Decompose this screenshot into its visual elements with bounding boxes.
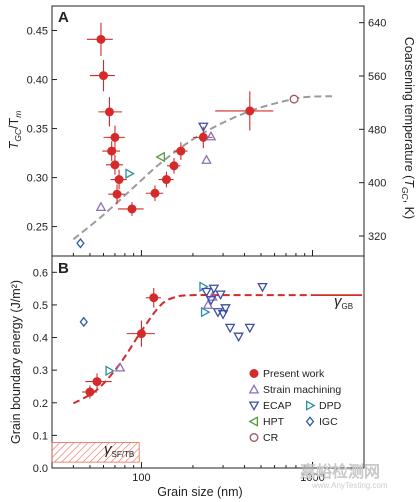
watermark-main: 嘉峪检测网	[299, 462, 380, 481]
panel-b-strain-machining-point-0	[114, 362, 126, 372]
panel-a-present-work-point-12	[176, 146, 186, 156]
panel-b-xlabel: Grain size (nm)	[157, 485, 242, 499]
panel-a-present-work-point-6	[114, 175, 124, 185]
panel-a-letter: A	[58, 9, 69, 26]
panel-b-dpd-point-0	[105, 365, 115, 377]
panel-b-ytick-label-4: 0.4	[33, 333, 48, 345]
legend-label-strain-machining: Strain machining	[263, 384, 341, 396]
panel-a-ytick-label-1: 0.30	[27, 173, 48, 185]
panel-b-trend-layer	[72, 294, 313, 405]
panel-a-y2tick-label-3: 560	[368, 71, 386, 83]
panel-a-present-work-point-14	[245, 106, 255, 116]
watermark-sub: www.AnyTesting.com	[311, 481, 388, 490]
panel-b-trend-line	[72, 294, 313, 405]
panel-a-ticks: 0.25 0.30 0.35 0.40 0.45 320 400 480 560 640	[27, 18, 386, 256]
legend-marker-present-work	[249, 369, 259, 378]
panel-a-strain-machining-point-0	[95, 201, 107, 211]
panel-a-present-work-point-4	[107, 146, 117, 156]
panel-b-ytick-label-6: 0.6	[33, 267, 48, 279]
panel-a-dpd-point-0	[125, 168, 135, 179]
legend-label-present-work: Present work	[263, 368, 325, 380]
legend-label-ecap: ECAP	[263, 400, 292, 412]
panel-b-present-work-point-2	[136, 329, 146, 339]
panel-b-ecap-point-0	[201, 287, 212, 298]
legend-marker-ecap	[248, 401, 260, 412]
panel-a-present-work-point-5	[110, 160, 120, 170]
panel-a-igc-point-0	[76, 238, 85, 249]
panel-b-strain-machining-point-1	[202, 299, 214, 309]
panel-b-ytick-label-2: 0.2	[33, 398, 48, 410]
legend-marker-igc	[305, 416, 315, 427]
legend-label-igc: IGC	[319, 416, 338, 428]
panel-b-present-work-point-3	[149, 293, 159, 303]
panel-a-present-work-point-11	[169, 161, 179, 171]
panel-a-present-work-point-0	[96, 34, 106, 44]
panel-b-ticks: 0.0 0.1 0.2 0.3 0.4 0.5 0.6 100 1000	[33, 267, 365, 484]
panel-a-y2label: Coarsening temperature (TGC, K)	[400, 37, 416, 219]
panel-a-ytick-label-3: 0.40	[27, 75, 48, 87]
panel-b-dpd-point-2	[200, 306, 211, 318]
panel-b-frame	[51, 255, 365, 469]
panel-a-present-work-point-8	[127, 204, 137, 214]
panel-a-present-work-point-13	[198, 132, 208, 142]
panel-a-cr-point-0	[289, 94, 299, 104]
panel-b-ecap-point-9	[244, 323, 256, 334]
legend-label-hpt: HPT	[263, 416, 285, 428]
panel-b-present-work-point-0	[85, 387, 95, 397]
panel-b-ytick-label-5: 0.5	[33, 300, 48, 312]
panel-b-ecap-point-10	[257, 282, 268, 293]
panel-a-marks	[76, 22, 299, 249]
panel-a-present-work-point-9	[150, 188, 160, 198]
panel-b-letter: B	[58, 260, 69, 277]
panel-b-ecap-point-6	[220, 304, 231, 314]
panel-b-ytick-label-0: 0.0	[33, 463, 48, 475]
panel-a-hpt-point-0	[155, 151, 165, 163]
panel-a-y2tick-label-4: 640	[368, 18, 386, 30]
panel-b-ecap-point-2	[208, 284, 220, 295]
panel-b-xtick-label-1: 1000	[300, 472, 324, 484]
panel-a-present-work-point-7	[112, 189, 122, 199]
legend-marker-strain-machining	[248, 383, 260, 394]
legend-label-cr: CR	[263, 432, 279, 444]
panel-a-strain-machining-point-2	[205, 130, 217, 141]
panel-b-ecap-point-3	[215, 290, 226, 301]
panel-a-ylabel: TGC/Tm	[7, 111, 23, 150]
panel-a-ytick-label-4: 0.45	[27, 26, 48, 38]
panel-a-ecap-point-0	[198, 122, 209, 133]
panel-b-xtick-label-0: 100	[132, 472, 150, 484]
panel-a-y2tick-label-0: 320	[368, 231, 386, 243]
panel-a-present-work-point-1	[98, 71, 108, 81]
panel-a-y2tick-label-1: 400	[368, 178, 386, 190]
panel-b-dpd-point-1	[199, 281, 209, 292]
panel-a-ytick-label-2: 0.35	[27, 124, 48, 136]
panel-b-ytick-label-1: 0.1	[33, 430, 48, 442]
panel-b-igc-point-0	[79, 316, 88, 328]
legend-marker-hpt	[248, 416, 259, 427]
legend-marker-dpd	[305, 400, 316, 411]
panel-b-marks	[79, 281, 268, 399]
panel-a-y2tick-label-2: 480	[368, 124, 386, 136]
panel-b-ecap-point-8	[233, 332, 244, 343]
legend-marker-cr	[249, 433, 259, 442]
panel-a-present-work-point-3	[110, 132, 120, 142]
gamma-sf-label: γSF/TB	[104, 441, 134, 459]
panel-b-present-work-point-1	[92, 377, 102, 387]
panel-b-ecap-point-7	[224, 323, 236, 334]
panel-a-present-work-point-10	[161, 175, 171, 185]
panel-b-ytick-label-3: 0.3	[33, 365, 48, 377]
panel-b-ecap-point-1	[205, 296, 217, 306]
legend-label-dpd: DPD	[319, 400, 342, 412]
gamma-gb-label: γGB	[334, 293, 353, 311]
panel-a-ytick-label-0: 0.25	[27, 222, 48, 234]
panel-a-strain-machining-point-1	[201, 154, 212, 164]
panel-b-ylabel: Grain boundary energy (J/m²)	[9, 280, 23, 444]
panel-a-present-work-point-2	[104, 107, 114, 117]
legend: Present work Strain machining ECAP DPD HPT IG…	[248, 368, 342, 444]
panel-a-frame	[51, 5, 365, 257]
panel-b-ecap-point-5	[217, 310, 229, 320]
sf-tb-band	[51, 442, 140, 463]
